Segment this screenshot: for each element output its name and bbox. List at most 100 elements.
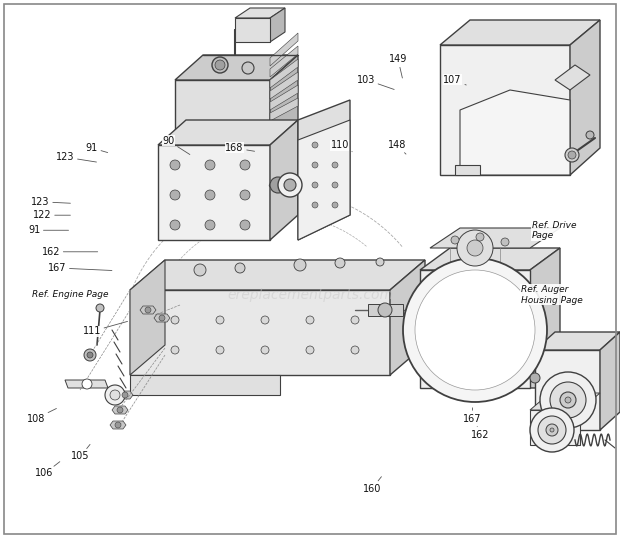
Polygon shape bbox=[130, 260, 425, 290]
Text: 123: 123 bbox=[31, 197, 71, 207]
Polygon shape bbox=[440, 20, 600, 45]
Circle shape bbox=[457, 230, 493, 266]
Polygon shape bbox=[600, 332, 620, 430]
Circle shape bbox=[312, 162, 318, 168]
Circle shape bbox=[312, 142, 318, 148]
Polygon shape bbox=[530, 248, 560, 388]
Circle shape bbox=[159, 315, 165, 321]
Circle shape bbox=[284, 179, 296, 191]
Circle shape bbox=[415, 270, 535, 390]
Circle shape bbox=[216, 316, 224, 324]
Polygon shape bbox=[298, 120, 350, 240]
Polygon shape bbox=[158, 145, 270, 240]
Circle shape bbox=[122, 392, 128, 398]
Text: 167: 167 bbox=[463, 408, 482, 423]
Circle shape bbox=[170, 160, 180, 170]
Circle shape bbox=[565, 148, 579, 162]
Circle shape bbox=[351, 346, 359, 354]
Circle shape bbox=[332, 182, 338, 188]
Circle shape bbox=[294, 259, 306, 271]
Text: 103: 103 bbox=[356, 75, 394, 89]
Circle shape bbox=[87, 352, 93, 358]
Text: 148: 148 bbox=[388, 140, 406, 154]
Text: ereplacementparts.com: ereplacementparts.com bbox=[227, 288, 393, 302]
Circle shape bbox=[117, 407, 123, 413]
Text: 149: 149 bbox=[389, 54, 407, 78]
Circle shape bbox=[546, 424, 558, 436]
Polygon shape bbox=[117, 391, 133, 399]
Circle shape bbox=[278, 173, 302, 197]
Polygon shape bbox=[460, 90, 570, 175]
Polygon shape bbox=[65, 380, 108, 388]
Circle shape bbox=[115, 422, 121, 428]
Circle shape bbox=[216, 346, 224, 354]
Polygon shape bbox=[270, 8, 285, 42]
Circle shape bbox=[306, 316, 314, 324]
Circle shape bbox=[403, 258, 547, 402]
Circle shape bbox=[170, 190, 180, 200]
Text: 107: 107 bbox=[443, 75, 466, 85]
Circle shape bbox=[96, 304, 104, 312]
Polygon shape bbox=[270, 55, 298, 145]
Polygon shape bbox=[530, 410, 580, 445]
Circle shape bbox=[84, 349, 96, 361]
Circle shape bbox=[82, 379, 92, 389]
Polygon shape bbox=[112, 406, 128, 414]
Circle shape bbox=[240, 190, 250, 200]
Polygon shape bbox=[420, 248, 560, 270]
Text: Ref. Drive
Page: Ref. Drive Page bbox=[532, 221, 577, 240]
Text: 110: 110 bbox=[330, 140, 352, 152]
Circle shape bbox=[171, 346, 179, 354]
Text: 91: 91 bbox=[28, 225, 69, 235]
Text: 91: 91 bbox=[86, 143, 108, 153]
Text: 105: 105 bbox=[71, 444, 90, 461]
Circle shape bbox=[312, 182, 318, 188]
Circle shape bbox=[332, 142, 338, 148]
Polygon shape bbox=[154, 314, 170, 322]
Text: Ref. Auger
Housing Page: Ref. Auger Housing Page bbox=[521, 285, 583, 305]
Circle shape bbox=[376, 258, 384, 266]
Circle shape bbox=[171, 316, 179, 324]
Polygon shape bbox=[390, 260, 425, 375]
Circle shape bbox=[351, 316, 359, 324]
Text: Ref. Engine Page: Ref. Engine Page bbox=[32, 291, 108, 299]
Circle shape bbox=[242, 62, 254, 74]
Text: 167: 167 bbox=[48, 263, 112, 273]
Polygon shape bbox=[270, 33, 298, 66]
Circle shape bbox=[560, 392, 576, 408]
Circle shape bbox=[565, 397, 571, 403]
Polygon shape bbox=[455, 165, 480, 175]
Text: 111: 111 bbox=[82, 321, 128, 336]
Polygon shape bbox=[530, 393, 600, 410]
Circle shape bbox=[306, 346, 314, 354]
Polygon shape bbox=[440, 45, 570, 175]
Circle shape bbox=[335, 258, 345, 268]
Circle shape bbox=[235, 263, 245, 273]
Circle shape bbox=[467, 240, 483, 256]
Polygon shape bbox=[130, 290, 390, 375]
Polygon shape bbox=[420, 270, 530, 388]
Polygon shape bbox=[130, 260, 165, 375]
Polygon shape bbox=[175, 55, 298, 80]
Text: 90: 90 bbox=[162, 136, 190, 154]
Circle shape bbox=[332, 162, 338, 168]
Polygon shape bbox=[270, 59, 298, 88]
Circle shape bbox=[240, 160, 250, 170]
Circle shape bbox=[550, 428, 554, 432]
Polygon shape bbox=[535, 350, 600, 430]
Polygon shape bbox=[298, 100, 350, 240]
Circle shape bbox=[261, 346, 269, 354]
Polygon shape bbox=[430, 228, 560, 248]
Polygon shape bbox=[570, 20, 600, 175]
Circle shape bbox=[476, 233, 484, 241]
Circle shape bbox=[332, 202, 338, 208]
Circle shape bbox=[110, 390, 120, 400]
Circle shape bbox=[378, 303, 392, 317]
Polygon shape bbox=[130, 375, 280, 395]
Circle shape bbox=[312, 202, 318, 208]
Text: 162: 162 bbox=[471, 427, 490, 440]
Polygon shape bbox=[270, 46, 298, 77]
Polygon shape bbox=[110, 421, 126, 429]
Circle shape bbox=[240, 220, 250, 230]
Polygon shape bbox=[555, 65, 590, 90]
